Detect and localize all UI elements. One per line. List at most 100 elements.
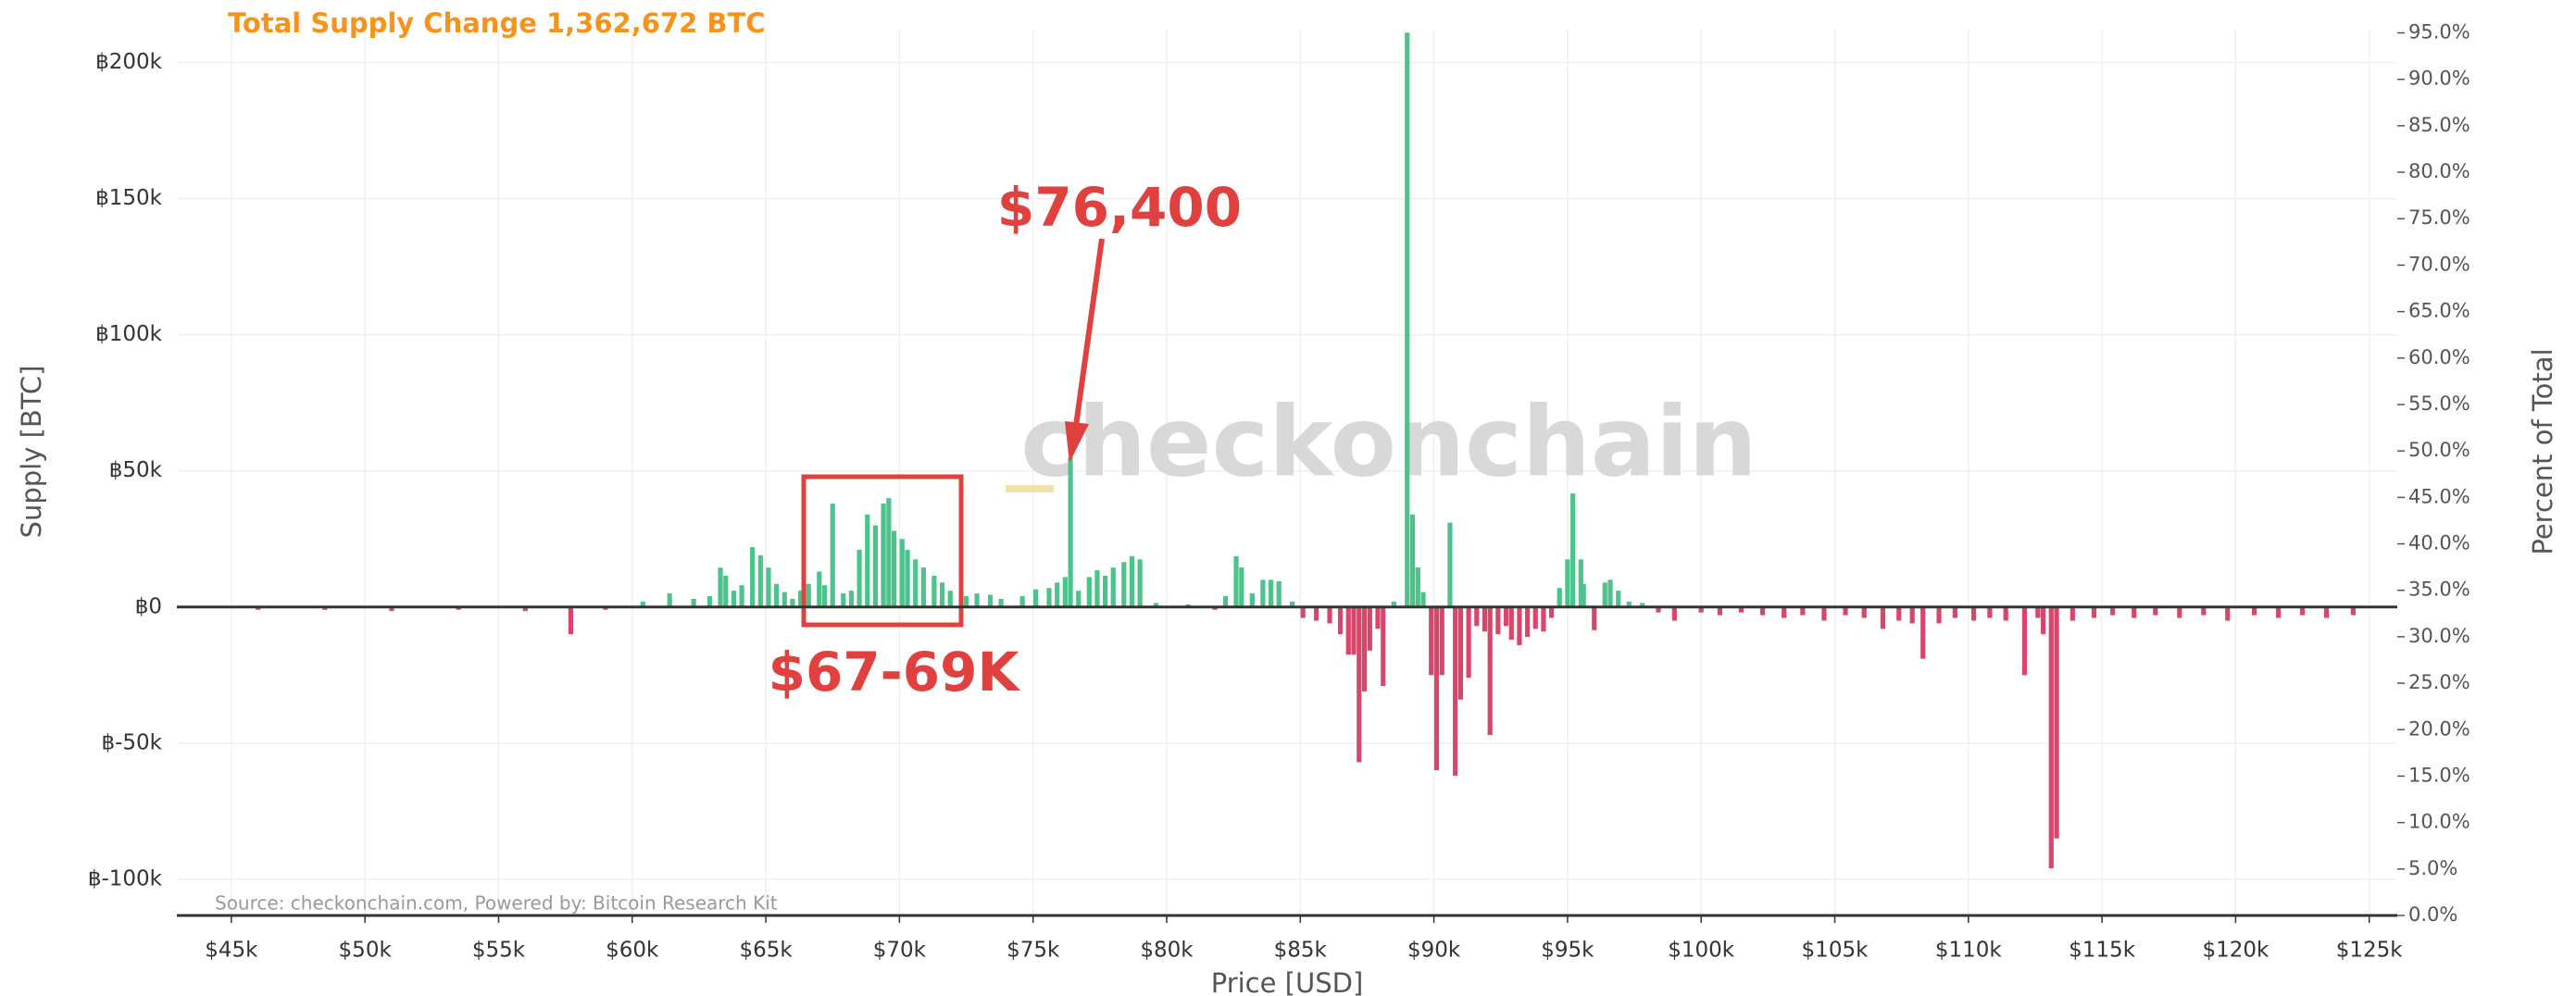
x-tick-label: $80k	[1140, 939, 1194, 963]
bar	[1880, 606, 1886, 629]
y2-tick-label: 75.0%	[2408, 206, 2470, 229]
bar	[1290, 601, 1295, 607]
bar	[2225, 606, 2231, 621]
bar	[899, 539, 905, 607]
bar	[1936, 606, 1942, 624]
bar	[1843, 606, 1848, 616]
bar	[1970, 606, 1977, 621]
chart-title: Total Supply Change 1,362,672 BTC	[228, 7, 766, 39]
x-tick-label: $115k	[2069, 939, 2136, 963]
bar	[2275, 606, 2282, 618]
bar	[1640, 603, 1645, 607]
y2-tick-label: 20.0%	[2408, 717, 2470, 740]
x-tick-label: $75k	[1007, 939, 1060, 963]
bar	[1565, 559, 1570, 607]
x-tick-label: $120k	[2202, 939, 2270, 963]
y-tick-label: ฿50k	[109, 458, 163, 482]
bar	[1532, 606, 1538, 629]
bar	[1557, 588, 1562, 607]
x-tick-label: $60k	[606, 939, 659, 963]
y2-tick-label: 0.0%	[2408, 903, 2457, 926]
bar	[2048, 606, 2054, 869]
bar	[821, 585, 828, 607]
bar	[1019, 596, 1025, 607]
bar	[1110, 567, 1116, 607]
bar	[1429, 606, 1434, 676]
bar	[1076, 591, 1082, 607]
bar	[2177, 606, 2182, 618]
bar	[1268, 579, 1274, 607]
bar	[892, 530, 897, 607]
bar	[1233, 555, 1239, 607]
bar	[1592, 606, 1597, 630]
y2-tick-label: 55.0%	[2408, 392, 2470, 415]
bar	[2003, 606, 2008, 621]
bar	[1367, 606, 1372, 651]
x-tick-label: $70k	[873, 939, 927, 963]
bar	[797, 591, 804, 607]
bar	[1607, 579, 1613, 607]
bar	[1909, 606, 1915, 624]
bar	[1920, 606, 1926, 659]
x-tick-label: $125k	[2336, 939, 2404, 963]
bar	[707, 596, 713, 607]
bar	[782, 591, 787, 607]
x-tick-label: $90k	[1407, 939, 1461, 963]
annotation: $76,400	[997, 176, 1242, 239]
bar	[1987, 606, 1993, 618]
y2-tick-label: 25.0%	[2408, 671, 2470, 693]
bar	[640, 601, 645, 607]
x-axis-title: Price [USD]	[1211, 967, 1364, 996]
axes: $45k $50k $55k $60k $65k $70k $75k $80k $85k $90k…	[88, 21, 2470, 963]
x-tick-label: $110k	[1935, 939, 2003, 963]
bar	[1581, 583, 1586, 607]
bar	[2350, 606, 2356, 616]
x-tick-label: $105k	[1802, 939, 1869, 963]
bar	[2070, 606, 2075, 621]
y2-tick-label: 5.0%	[2408, 857, 2457, 879]
bar	[1508, 606, 1514, 641]
bar	[1759, 606, 1766, 616]
bar	[691, 598, 696, 607]
bar	[750, 547, 756, 607]
bar	[2041, 606, 2046, 635]
bar	[1276, 580, 1282, 607]
annotation: $67-69K	[769, 641, 1021, 703]
bar	[1487, 606, 1493, 736]
bar	[1351, 606, 1357, 655]
bar	[1602, 582, 1607, 607]
bar	[1439, 606, 1444, 676]
bar	[731, 591, 737, 607]
y2-tick-label: 30.0%	[2408, 625, 2470, 647]
bar	[881, 504, 886, 607]
y-tick-label: ฿0	[135, 594, 162, 618]
bar	[1032, 589, 1039, 607]
source-note: Source: checkonchain.com, Powered by: Bi…	[215, 892, 778, 915]
y2-tick-label: 85.0%	[2408, 114, 2470, 136]
bar	[974, 593, 980, 607]
bar	[947, 591, 953, 607]
x-tick-label: $100k	[1668, 939, 1735, 963]
y2-tick-label: 60.0%	[2408, 346, 2470, 368]
bar	[1260, 579, 1266, 607]
bar	[806, 583, 811, 607]
bar	[1055, 582, 1060, 607]
bar	[1361, 606, 1368, 691]
bar	[2021, 606, 2027, 676]
bar	[963, 596, 969, 607]
bar	[2054, 606, 2059, 839]
bar	[1541, 606, 1546, 632]
bar	[1698, 606, 1704, 613]
x-tick-label: $65k	[739, 939, 793, 963]
bar	[667, 593, 672, 607]
bar	[886, 498, 892, 607]
bar	[1222, 596, 1229, 607]
bar	[1137, 559, 1143, 607]
bar	[1447, 522, 1453, 607]
arrow-head	[1065, 421, 1089, 463]
x-tick-label: $45k	[205, 939, 258, 963]
bar	[1337, 606, 1344, 635]
x-tick-label: $85k	[1274, 939, 1328, 963]
bar	[1616, 591, 1621, 607]
bar	[1517, 606, 1522, 645]
